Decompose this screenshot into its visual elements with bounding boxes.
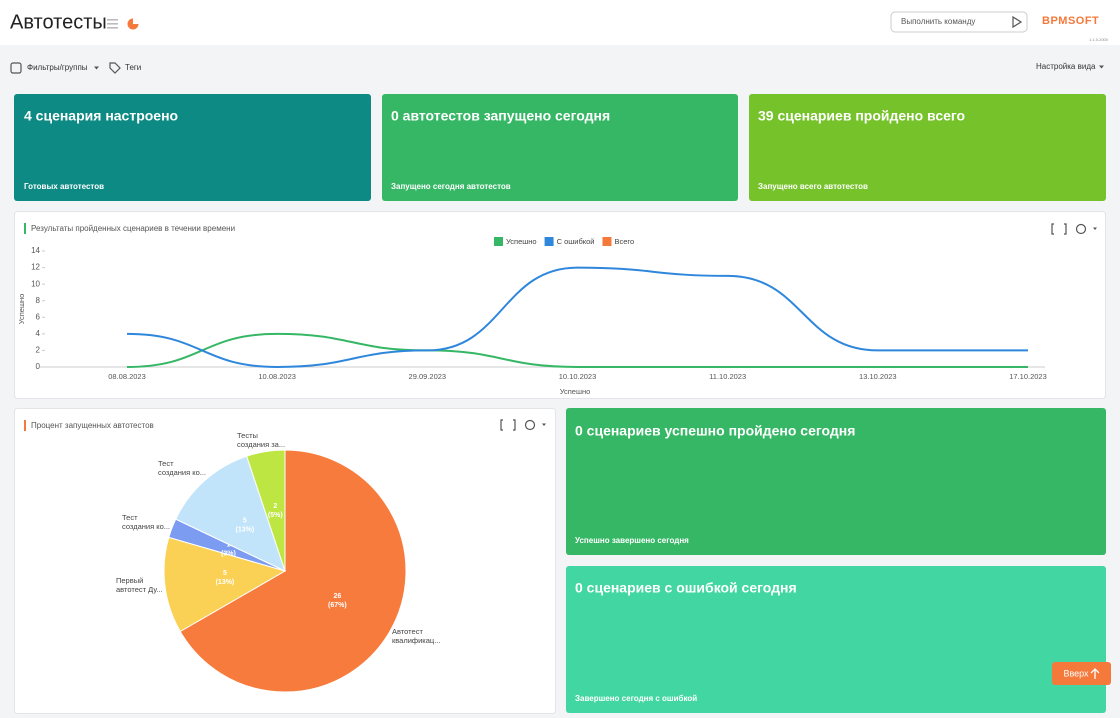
command-placeholder: Выполнить команду bbox=[901, 17, 975, 26]
x-tick-label: 10.10.2023 bbox=[559, 372, 597, 381]
view-settings-button[interactable]: Настройка вида bbox=[1036, 62, 1096, 71]
card-title: 0 сценариев с ошибкой сегодня bbox=[575, 580, 797, 596]
filter-icon[interactable] bbox=[10, 62, 22, 74]
command-input[interactable] bbox=[890, 11, 1028, 33]
slice-value: 26 bbox=[333, 593, 341, 600]
legend-swatch bbox=[544, 237, 554, 246]
card: 39 сценариев пройдено всего Запущено все… bbox=[749, 94, 1106, 201]
slice-value: 5 bbox=[243, 518, 247, 525]
slice-label: Первый bbox=[116, 576, 143, 585]
series-line bbox=[126, 266, 1028, 369]
x-tick-label: 13.10.2023 bbox=[859, 372, 897, 381]
legend-swatch bbox=[494, 237, 503, 246]
pie-slice bbox=[163, 536, 287, 633]
pie-slice bbox=[175, 455, 286, 572]
title-accent bbox=[24, 420, 26, 431]
slice-percent: (5%) bbox=[268, 512, 283, 519]
dropdown-caret bbox=[94, 66, 99, 70]
dropdown-caret bbox=[1093, 227, 1097, 230]
slice-label: автотест Ду... bbox=[116, 585, 163, 594]
card-subtitle: Готовых автотестов bbox=[24, 182, 104, 191]
legend-swatch bbox=[602, 237, 612, 246]
card-title: 0 автотестов запущено сегодня bbox=[391, 108, 610, 124]
legend-label: С ошибкой bbox=[557, 237, 595, 246]
card: 0 сценариев с ошибкой сегодня Завершено … bbox=[566, 566, 1106, 713]
logo: BPMSOFT bbox=[1042, 15, 1099, 27]
legend-label: Успешно bbox=[506, 237, 537, 246]
filters-button[interactable]: Фильтры/группы bbox=[27, 63, 88, 72]
y-axis-label: Успешно bbox=[17, 294, 26, 325]
card: 0 сценариев успешно пройдено сегодня Усп… bbox=[566, 408, 1106, 555]
slice-label: Тесты bbox=[237, 431, 258, 440]
slice-value: 1 bbox=[226, 541, 230, 548]
x-tick-label: 29.09.2023 bbox=[409, 372, 447, 381]
card-title: 4 сценария настроено bbox=[24, 108, 178, 124]
y-tick-label: 12 bbox=[31, 263, 40, 272]
card-title: 0 сценариев успешно пройдено сегодня bbox=[575, 423, 855, 439]
slice-label: квалификац... bbox=[392, 636, 440, 645]
run-icon[interactable] bbox=[1012, 15, 1023, 29]
slice-percent: (13%) bbox=[236, 527, 255, 534]
y-tick-label: 6 bbox=[36, 312, 41, 321]
slice-label: создания ко... bbox=[158, 468, 206, 477]
settings-icon[interactable] bbox=[524, 419, 536, 431]
slice-value: 2 bbox=[273, 503, 277, 510]
tags-button[interactable]: Теги bbox=[125, 63, 141, 72]
chart-title: Результаты пройденных сценариев в течени… bbox=[31, 224, 235, 233]
x-tick-label: 10.08.2023 bbox=[258, 372, 296, 381]
card-subtitle: Успешно завершено сегодня bbox=[575, 536, 689, 545]
slice-value: 5 bbox=[223, 570, 227, 577]
version: 1.1.0.2000 bbox=[1089, 37, 1109, 42]
slice-label: создания за... bbox=[237, 440, 285, 449]
legend-label: Всего bbox=[614, 237, 634, 246]
x-tick-label: 11.10.2023 bbox=[709, 372, 746, 381]
card: 0 автотестов запущено сегодня Запущено с… bbox=[382, 94, 738, 201]
card: 4 сценария настроено Готовых автотестов bbox=[14, 94, 371, 201]
card-subtitle: Завершено сегодня с ошибкой bbox=[575, 694, 697, 703]
chart-title: Процент запущенных автотестов bbox=[31, 421, 154, 430]
title-accent bbox=[24, 223, 26, 234]
slice-label: Тест bbox=[158, 459, 174, 468]
chart-icon[interactable] bbox=[127, 18, 139, 30]
x-axis-label: Успешно bbox=[560, 387, 591, 396]
pie-slice bbox=[179, 449, 407, 693]
slice-percent: (67%) bbox=[328, 602, 347, 609]
slice-percent: (13%) bbox=[216, 579, 235, 586]
scroll-top-label: Вверх bbox=[1063, 668, 1089, 678]
slice-label: создания ко... bbox=[122, 522, 170, 531]
y-tick-label: 4 bbox=[36, 329, 41, 338]
slice-label: Автотест bbox=[392, 627, 423, 636]
y-tick-label: 10 bbox=[31, 279, 40, 288]
y-tick-label: 0 bbox=[36, 362, 41, 371]
y-tick-label: 14 bbox=[31, 246, 40, 255]
expand-icon[interactable] bbox=[500, 419, 516, 431]
slice-label: Тест bbox=[122, 513, 138, 522]
card-subtitle: Запущено всего автотестов bbox=[758, 182, 868, 191]
scroll-top-button[interactable]: Вверх bbox=[1052, 662, 1111, 685]
series-line bbox=[126, 332, 1028, 369]
tag-icon[interactable] bbox=[109, 62, 121, 74]
settings-icon[interactable] bbox=[1075, 223, 1087, 235]
x-tick-label: 08.08.2023 bbox=[108, 372, 146, 381]
card-subtitle: Запущено сегодня автотестов bbox=[391, 182, 511, 191]
dropdown-caret bbox=[542, 423, 546, 426]
dropdown-caret bbox=[1099, 65, 1104, 69]
page-title: Автотесты bbox=[10, 11, 107, 33]
x-tick-label: 17.10.2023 bbox=[1009, 372, 1047, 381]
y-tick-label: 2 bbox=[36, 346, 41, 355]
line-panel bbox=[14, 211, 1106, 399]
expand-icon[interactable] bbox=[1051, 223, 1067, 235]
menu-icon[interactable] bbox=[107, 19, 118, 29]
card-title: 39 сценариев пройдено всего bbox=[758, 108, 965, 124]
slice-percent: (3%) bbox=[221, 550, 236, 557]
y-tick-label: 8 bbox=[36, 296, 41, 305]
pie-slice bbox=[246, 449, 286, 572]
